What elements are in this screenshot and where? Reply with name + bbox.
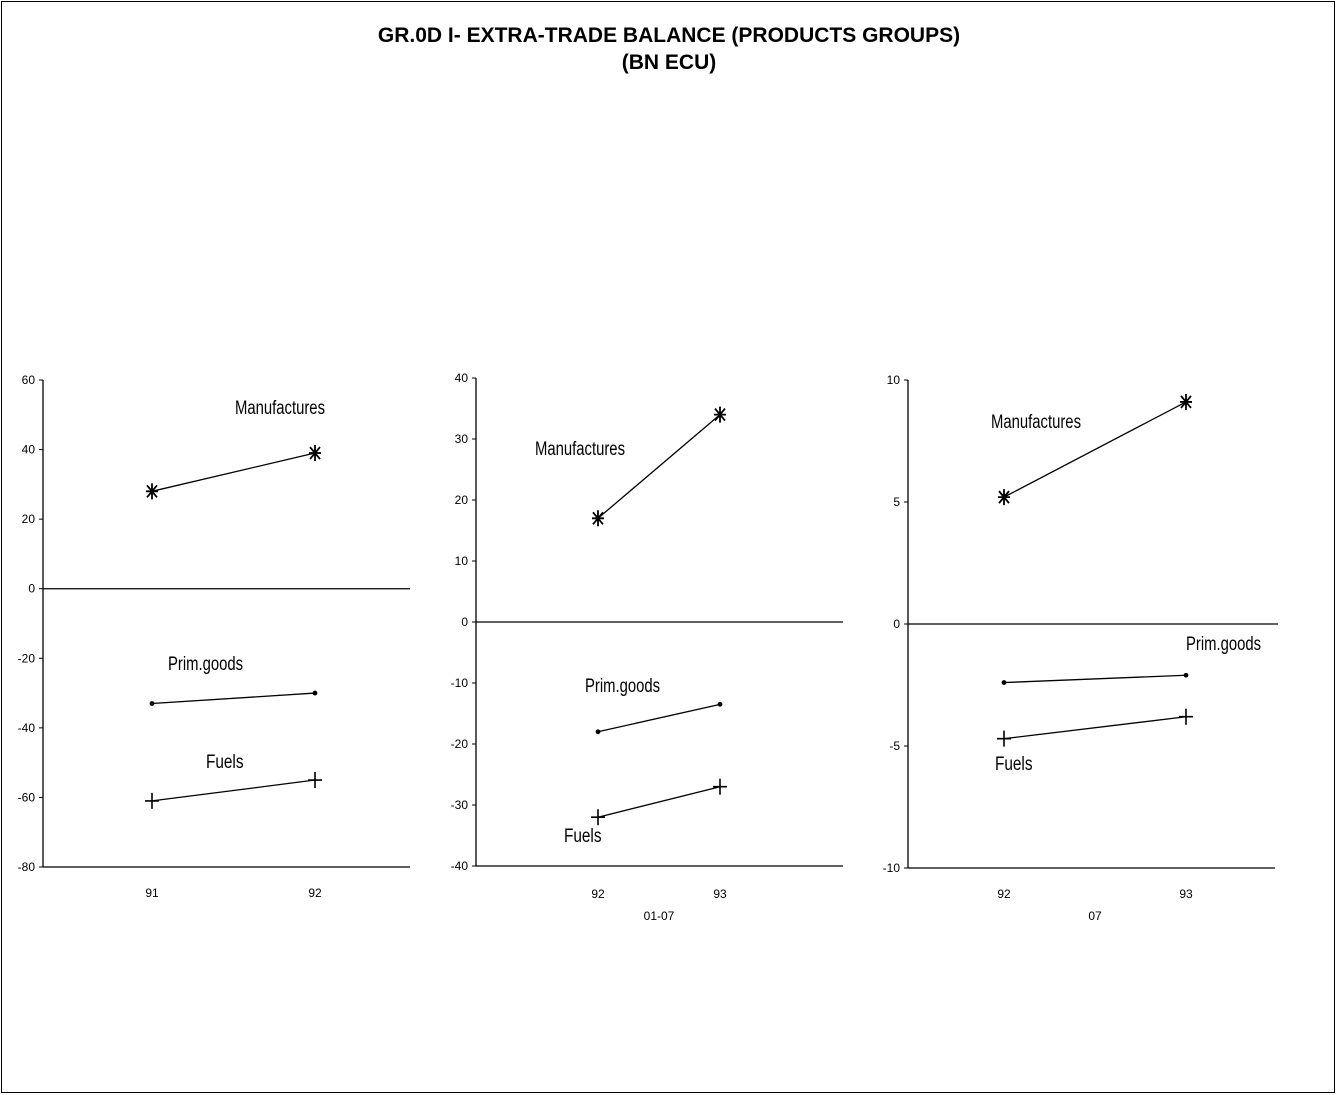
series-line-fuels <box>151 779 316 802</box>
y-tick-label: -10 <box>451 676 469 690</box>
series-label: Fuels <box>206 752 244 773</box>
y-tick-label: 0 <box>28 582 35 596</box>
chart-title: GR.0D I- EXTRA-TRADE BALANCE (PRODUCTS G… <box>0 22 1338 76</box>
series-label: Manufactures <box>235 398 325 419</box>
y-tick-label: 40 <box>455 371 469 385</box>
y-tick-label: 30 <box>455 432 469 446</box>
y-tick-label: 10 <box>887 373 901 387</box>
data-point-0-0 <box>592 510 604 527</box>
y-tick-label: 20 <box>455 493 469 507</box>
y-tick-label: -60 <box>18 790 36 804</box>
data-point-1-1 <box>1183 672 1189 678</box>
x-tick-label: 92 <box>308 886 322 900</box>
series-label: Prim.goods <box>168 654 243 675</box>
y-tick-label: 5 <box>893 495 900 509</box>
series-label: Manufactures <box>535 439 625 460</box>
data-point-1-1 <box>717 701 723 707</box>
series-line-prim-goods <box>151 692 316 705</box>
data-point-0-1 <box>309 445 321 462</box>
x-tick-label: 92 <box>591 887 605 901</box>
chart-panel-3: 10 5 0 -5 -10 92 93 07 Manufactures Prim.goods Fue… <box>883 373 1278 923</box>
chart-subtitle: (BN ECU) <box>621 51 717 74</box>
series-line-manufactures <box>151 452 316 492</box>
y-tick-label: -30 <box>451 798 469 812</box>
y-tick-label: 40 <box>22 443 36 457</box>
data-point-1-0 <box>149 701 155 706</box>
y-tick-label: 0 <box>893 617 900 631</box>
data-point-2-0 <box>591 809 605 826</box>
chart-panel-2: 40 30 20 10 0 -10 -20 -30 -40 92 93 01-07 Manufactur… <box>451 371 843 923</box>
y-tick-label: -20 <box>18 651 36 665</box>
x-tick-label: 93 <box>713 887 727 901</box>
data-point-0-0 <box>998 489 1010 506</box>
x-tick-label: 91 <box>145 886 159 900</box>
series-line-prim-goods <box>597 703 721 733</box>
y-tick-label: -20 <box>451 737 469 751</box>
x-tick-label: 93 <box>1179 887 1193 901</box>
data-point-2-0 <box>997 730 1011 747</box>
series-label: Prim.goods <box>585 676 660 697</box>
data-point-1-1 <box>312 690 318 696</box>
series-label: Manufactures <box>991 412 1081 433</box>
series-line-manufactures <box>1003 401 1187 498</box>
series-line-prim-goods <box>1003 674 1187 684</box>
data-point-2-1 <box>308 772 322 789</box>
data-point-1-0 <box>1001 680 1007 685</box>
series-label: Fuels <box>564 826 602 847</box>
series-line-fuels <box>1003 716 1187 740</box>
data-point-2-1 <box>1179 708 1193 725</box>
data-point-0-1 <box>1180 393 1192 410</box>
y-tick-label: 60 <box>22 373 36 387</box>
data-point-1-0 <box>595 729 601 735</box>
y-tick-label: -40 <box>451 859 469 873</box>
y-tick-label: 0 <box>461 615 468 629</box>
y-tick-label: 10 <box>455 554 469 568</box>
y-tick-label: -40 <box>18 721 36 735</box>
y-tick-label: -10 <box>883 861 901 875</box>
data-point-2-0 <box>145 792 159 809</box>
series-label: Fuels <box>995 754 1033 775</box>
data-point-2-1 <box>713 778 727 795</box>
data-point-0-1 <box>714 406 726 423</box>
series-label: Prim.goods <box>1186 634 1261 655</box>
y-tick-label: -5 <box>889 739 900 753</box>
chart-title-line1: GR.0D I- EXTRA-TRADE BALANCE (PRODUCTS G… <box>377 24 961 47</box>
x-axis-label: 01-07 <box>644 909 675 923</box>
y-tick-label: -80 <box>18 860 36 874</box>
y-tick-label: 20 <box>22 512 36 526</box>
data-point-0-0 <box>146 483 158 500</box>
x-tick-label: 92 <box>997 887 1011 901</box>
x-axis-label: 07 <box>1088 909 1102 923</box>
chart-panel-1: 60 40 20 0 -20 -40 -60 -80 91 92 Manufactures Prim.… <box>18 373 410 900</box>
series-line-fuels <box>597 786 721 818</box>
series-line-manufactures <box>597 414 721 519</box>
